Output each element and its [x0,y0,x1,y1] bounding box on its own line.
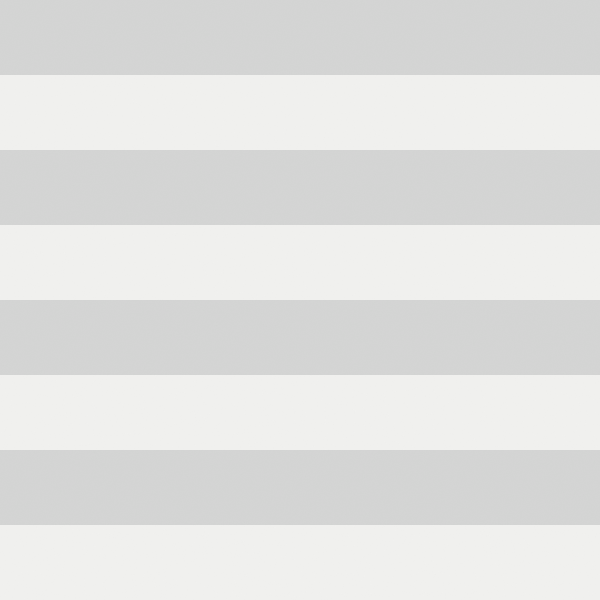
stripe-7-gray [0,450,600,525]
stripe-1-gray [0,0,600,75]
stripe-8-light [0,525,600,600]
stripe-2-light [0,75,600,150]
stripe-4-light [0,225,600,300]
stripe-5-gray [0,300,600,375]
stripe-3-gray [0,150,600,225]
stripe-6-light [0,375,600,450]
